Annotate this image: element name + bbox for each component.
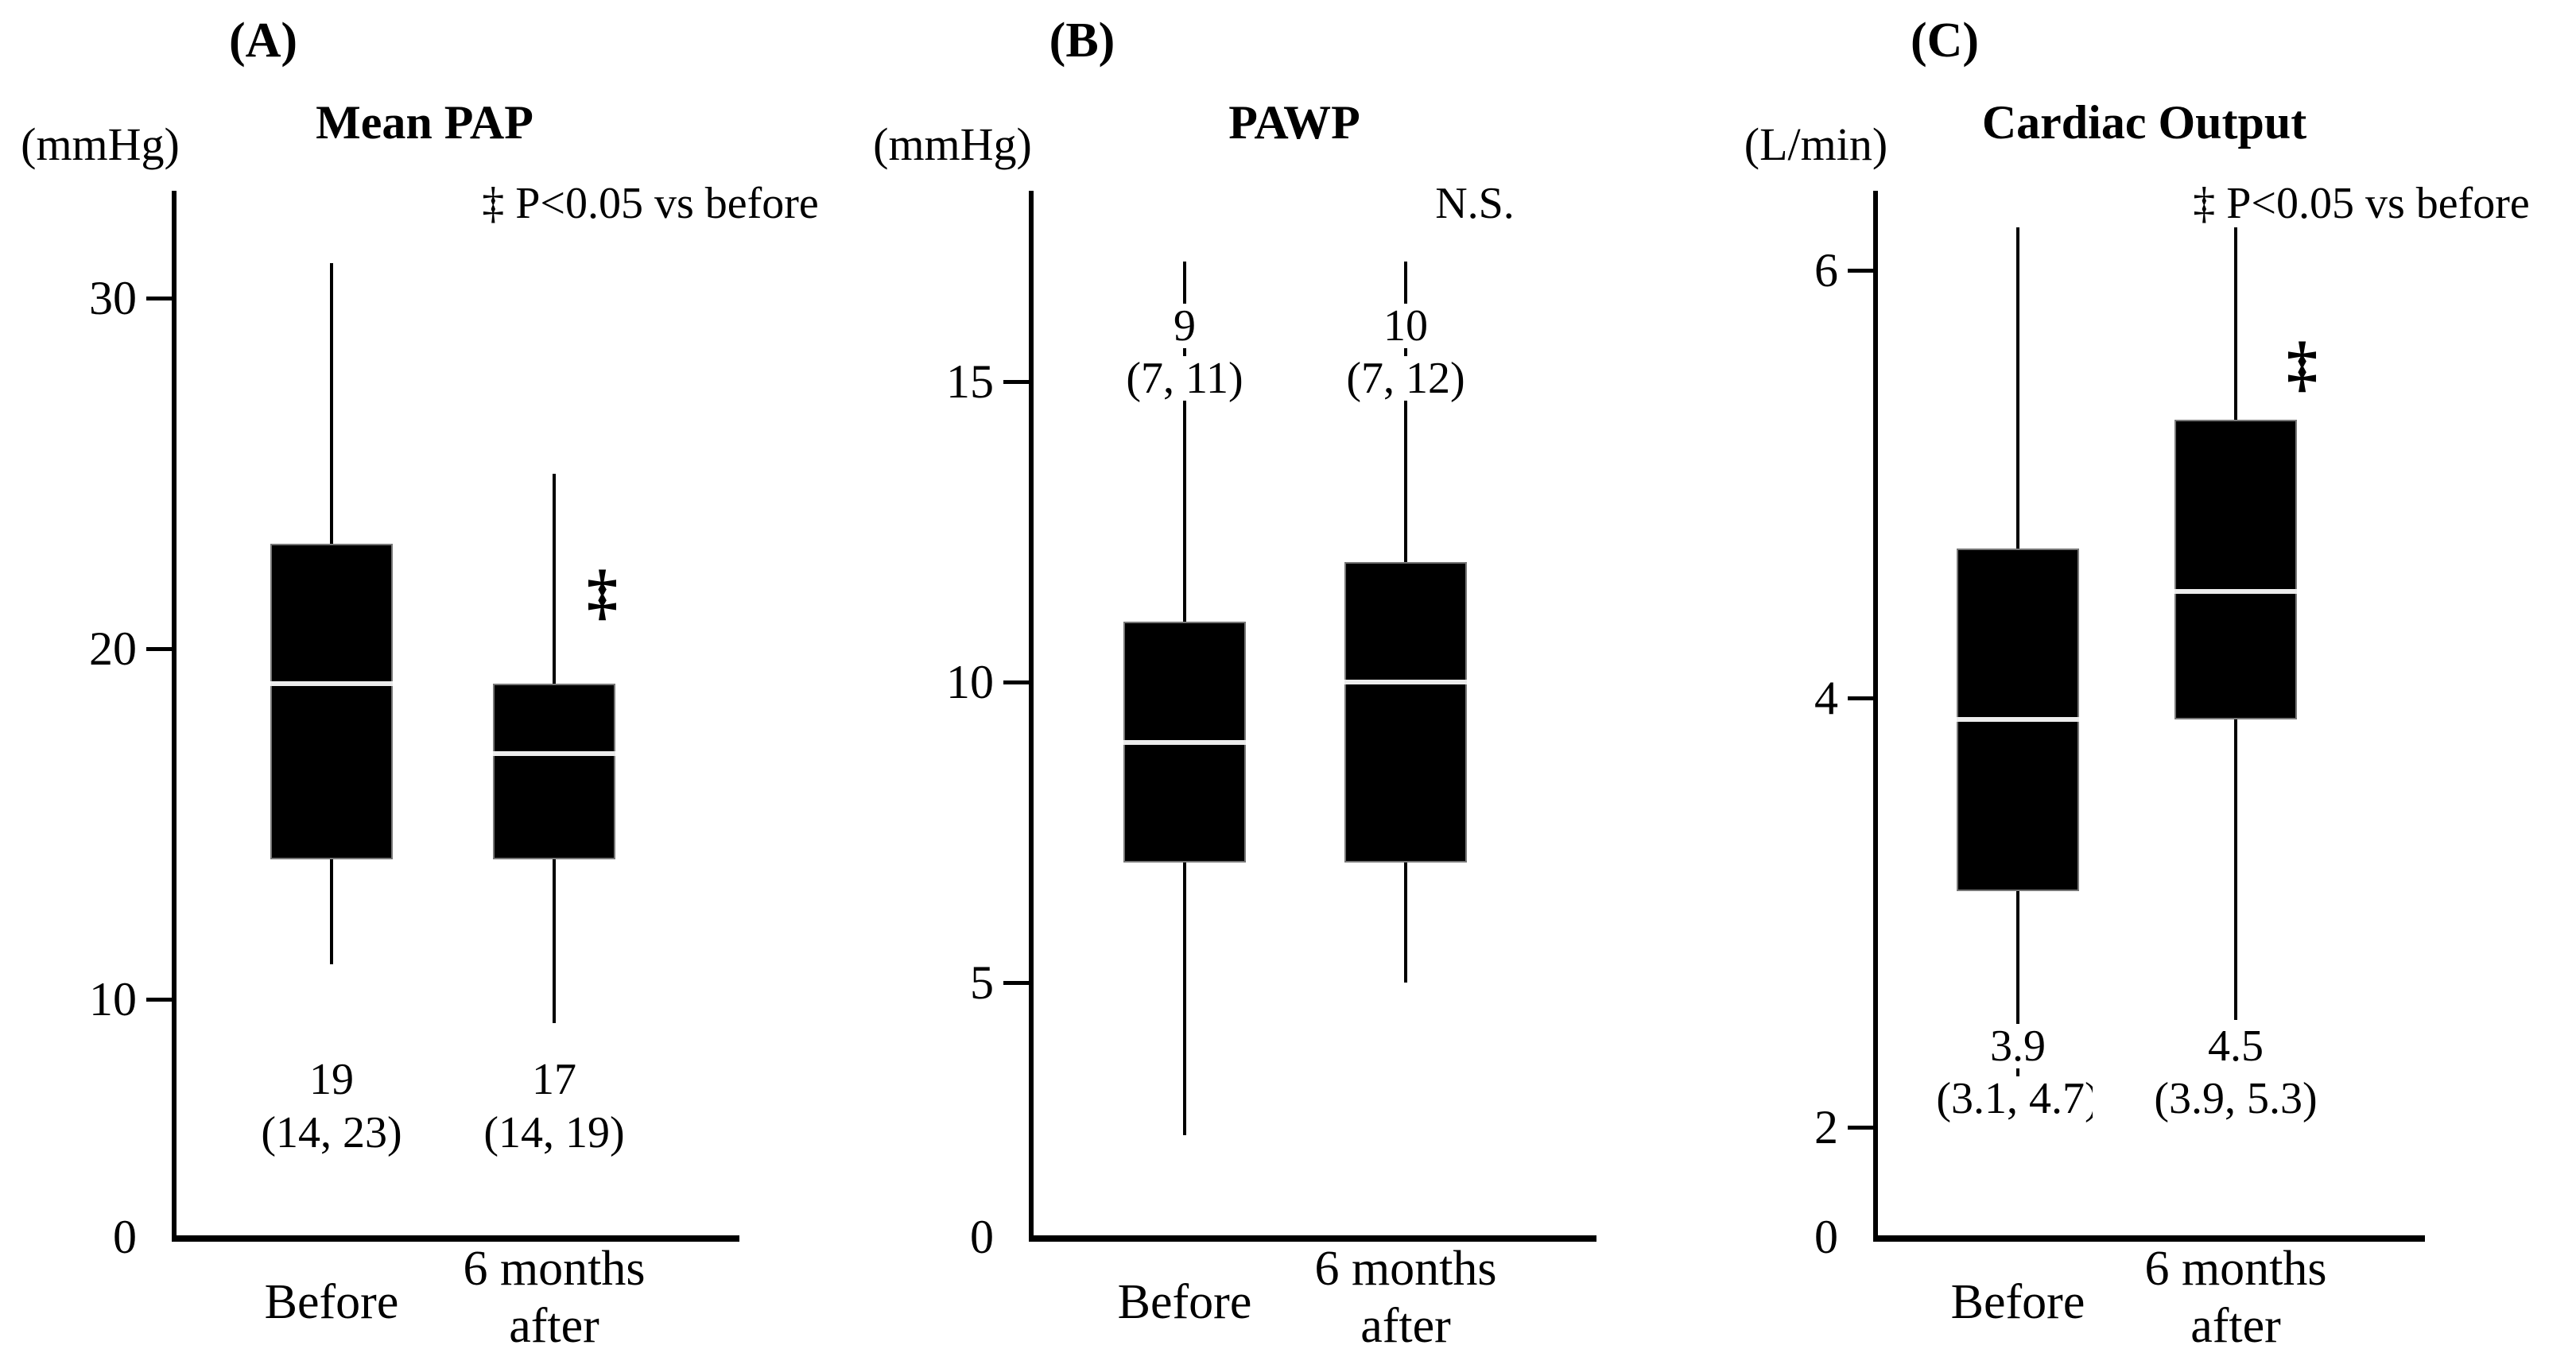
y-axis-tick (1003, 380, 1030, 384)
panel-c-y-axis-unit: (L/min) (1744, 118, 1888, 170)
box-median-line (493, 751, 615, 757)
box-median-line (1957, 717, 2079, 722)
box-median-line (270, 681, 393, 687)
box-iqr (2174, 420, 2297, 719)
y-axis-tick (1848, 696, 1875, 700)
x-axis-line (1029, 1235, 1596, 1242)
box-median-line (1344, 680, 1467, 684)
box-value-label: 10 (1263, 304, 1549, 348)
x-category-label: 6 months after (1314, 1242, 1497, 1353)
y-axis-tick-label: 4 (1814, 672, 1838, 724)
y-axis-tick-label: 0 (113, 1211, 137, 1263)
box-range-label: (14, 19) (411, 1111, 697, 1155)
significance-dagger: ‡ (2287, 329, 2318, 398)
x-category-label: Before (264, 1275, 399, 1329)
box-range-label: (7, 12) (1263, 356, 1549, 401)
y-axis-tick-label: 15 (946, 355, 994, 408)
box-iqr (493, 684, 615, 859)
panel-b-letter: (B) (1049, 14, 1115, 68)
x-category-label: Before (1117, 1275, 1252, 1329)
y-axis-tick-label: 10 (89, 973, 137, 1025)
panel-b-title: PAWP (1228, 96, 1360, 149)
box-value-label: 17 (411, 1057, 697, 1102)
y-axis-tick (1003, 680, 1030, 684)
y-axis-tick-label: 0 (1814, 1211, 1838, 1263)
panel-a-title: Mean PAP (316, 96, 533, 149)
panel-a-significance-note: ‡ P<0.05 vs before (482, 179, 819, 228)
panel-a-y-axis-unit: (mmHg) (21, 118, 180, 170)
y-axis-spine (1873, 191, 1878, 1242)
y-axis-tick-label: 2 (1814, 1101, 1838, 1153)
x-axis-line (172, 1235, 739, 1242)
x-axis-line (1873, 1235, 2425, 1242)
y-axis-tick (1003, 981, 1030, 985)
panel-c-letter: (C) (1910, 14, 1980, 68)
y-axis-tick-label: 20 (89, 622, 137, 675)
panel-b-significance-note: N.S. (1435, 179, 1515, 228)
x-category-label: 6 months after (2144, 1242, 2327, 1353)
box-median-line (2174, 588, 2297, 594)
box-iqr (270, 543, 393, 859)
panel-b-y-axis-unit: (mmHg) (873, 118, 1032, 170)
y-axis-tick-label: 0 (970, 1211, 994, 1263)
panel-c-significance-note: ‡ P<0.05 vs before (2193, 179, 2530, 228)
significance-dagger: ‡ (587, 557, 618, 626)
x-category-label: 6 months after (463, 1242, 646, 1353)
panel-a-letter: (A) (228, 14, 298, 68)
y-axis-tick (1848, 1126, 1875, 1130)
y-axis-tick-label: 6 (1814, 244, 1838, 297)
x-category-label: Before (1950, 1275, 2085, 1329)
y-axis-tick-label: 5 (970, 956, 994, 1009)
y-axis-tick (146, 647, 173, 651)
y-axis-tick (146, 297, 173, 300)
y-axis-tick (146, 998, 173, 1002)
y-axis-tick (1848, 269, 1875, 273)
panel-c-title: Cardiac Output (1981, 96, 2307, 149)
box-median-line (1123, 739, 1246, 745)
box-iqr (1344, 561, 1467, 863)
box-range-label: (3.9, 5.3) (2093, 1076, 2379, 1121)
y-axis-spine (1029, 191, 1034, 1242)
y-axis-tick-label: 10 (946, 656, 994, 708)
y-axis-tick-label: 30 (89, 272, 137, 324)
box-value-label: 4.5 (2093, 1024, 2379, 1068)
y-axis-spine (172, 191, 177, 1242)
